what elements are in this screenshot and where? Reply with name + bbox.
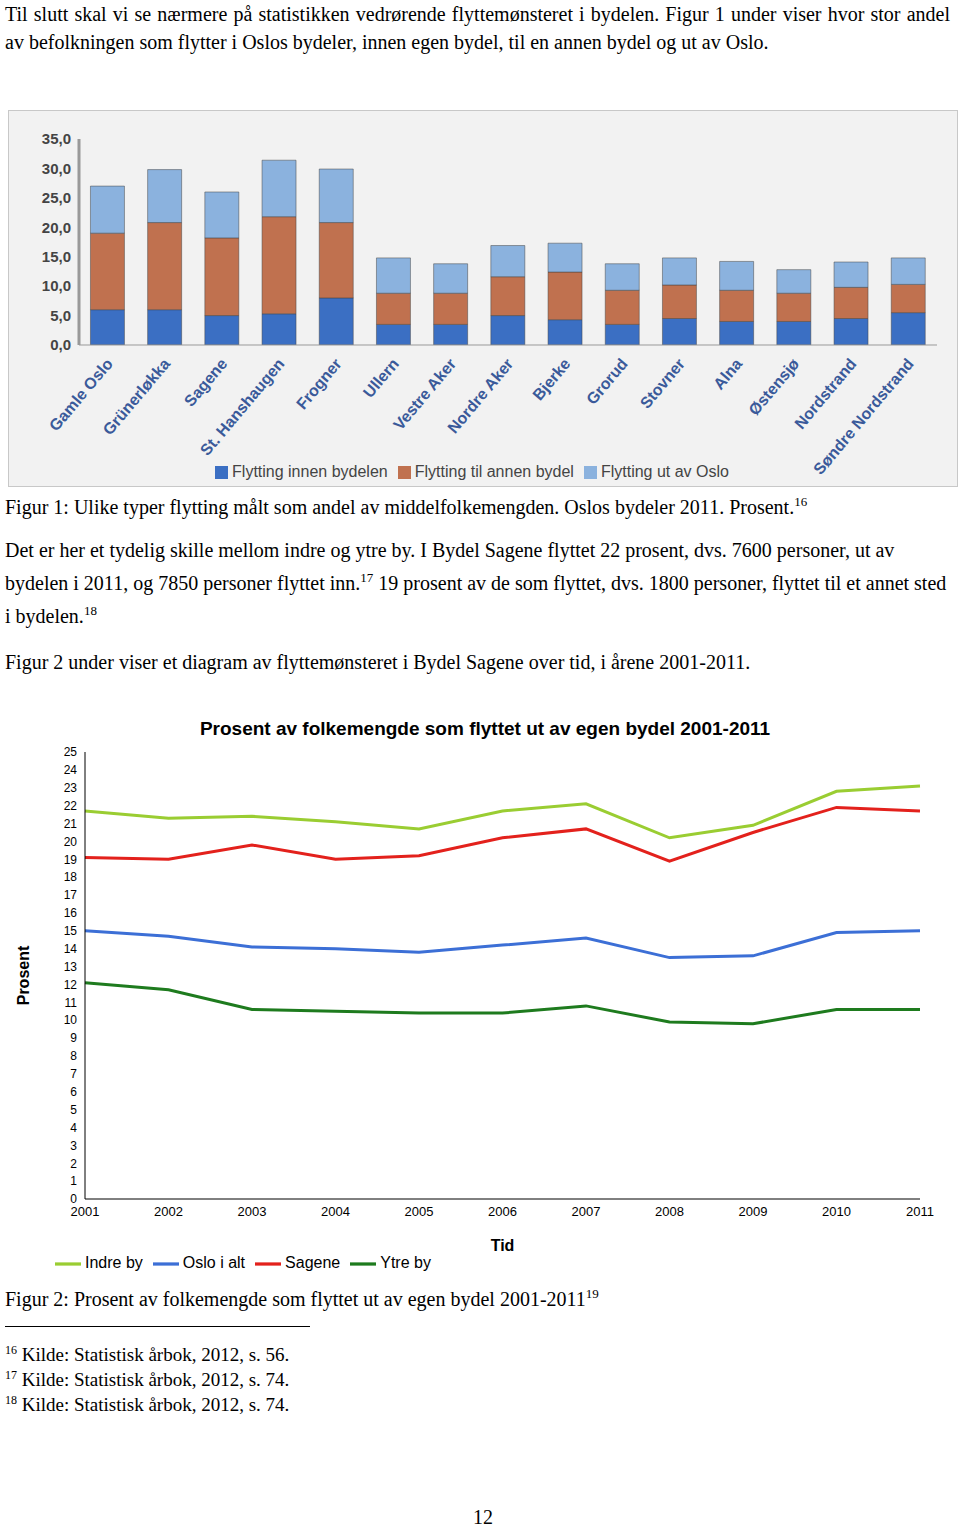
svg-text:16: 16	[64, 906, 78, 920]
svg-text:24: 24	[64, 763, 78, 777]
svg-text:Tid: Tid	[491, 1237, 515, 1254]
svg-text:2: 2	[70, 1157, 77, 1171]
svg-text:1: 1	[70, 1174, 77, 1188]
svg-text:0: 0	[70, 1192, 77, 1206]
svg-text:35,0: 35,0	[42, 130, 71, 147]
svg-text:Frogner: Frogner	[293, 355, 345, 412]
svg-text:10,0: 10,0	[42, 277, 71, 294]
svg-text:6: 6	[70, 1085, 77, 1099]
svg-text:12: 12	[64, 978, 78, 992]
svg-text:5,0: 5,0	[50, 307, 71, 324]
html-text:Det er her et tydelig skille m: Det er her et tydelig skille mellom indr…	[5, 539, 895, 594]
html-text:19 prosent av de som flyttet,: 19 prosent av de som flyttet, dvs. 1800 …	[5, 571, 947, 627]
svg-text:2005: 2005	[405, 1204, 434, 1219]
svg-text:Stovner: Stovner	[637, 355, 688, 412]
svg-text:3: 3	[70, 1139, 77, 1153]
svg-text:23: 23	[64, 781, 78, 795]
svg-text:8: 8	[70, 1049, 77, 1063]
svg-text:2010: 2010	[822, 1204, 851, 1219]
svg-text:Sagene: Sagene	[181, 355, 231, 410]
html-text:19: 19	[585, 1286, 599, 1301]
html-text:Flytting til annen bydel: Flytting til annen bydel	[414, 463, 574, 480]
svg-text:11: 11	[65, 996, 78, 1010]
svg-text:Ullern: Ullern	[360, 355, 402, 401]
svg-text:7: 7	[70, 1067, 77, 1081]
svg-text:Alna: Alna	[710, 355, 745, 393]
svg-text:19: 19	[64, 853, 78, 867]
svg-text:2009: 2009	[739, 1204, 768, 1219]
svg-text:25: 25	[64, 745, 78, 759]
svg-text:Bjerke: Bjerke	[529, 355, 574, 403]
svg-text:Grünerløkka: Grünerløkka	[100, 355, 174, 438]
svg-text:Gamle Oslo: Gamle Oslo	[45, 355, 116, 435]
svg-text:Nordre Aker: Nordre Aker	[444, 355, 516, 436]
svg-text:15,0: 15,0	[42, 248, 71, 265]
html-text:Flytting innen bydelen: Flytting innen bydelen	[232, 463, 388, 480]
svg-text:Prosent: Prosent	[15, 945, 32, 1005]
svg-text:Grorud: Grorud	[583, 355, 631, 407]
svg-text:Østensjø: Østensjø	[745, 355, 802, 419]
svg-text:22: 22	[64, 799, 78, 813]
svg-text:13: 13	[64, 960, 78, 974]
svg-text:St. Hanshaugen: St. Hanshaugen	[197, 355, 288, 459]
svg-text:Vestre Aker: Vestre Aker	[390, 355, 460, 434]
svg-text:2007: 2007	[572, 1204, 601, 1219]
html-text:Figur 1: Ulike typer flytting: Figur 1: Ulike typer flytting målt som a…	[5, 494, 808, 518]
svg-text:2008: 2008	[655, 1204, 684, 1219]
html-text:Prosent av folkemengde som fly: Prosent av folkemengde som flyttet ut av…	[199, 718, 771, 739]
svg-text:2006: 2006	[488, 1204, 517, 1219]
svg-text:14: 14	[64, 942, 78, 956]
html-text:Flytting ut av Oslo: Flytting ut av Oslo	[600, 463, 729, 480]
svg-text:0,0: 0,0	[50, 336, 71, 353]
html-text:Figur 2 under viser et diagram: Figur 2 under viser et diagram av flytte…	[5, 651, 751, 673]
html-text:Figur 2: Prosent av folkemengd: Figur 2: Prosent av folkemengde som flyt…	[5, 1287, 586, 1310]
html-text:Indre by: Indre by	[85, 1254, 143, 1272]
svg-text:2002: 2002	[154, 1204, 183, 1219]
svg-text:25,0: 25,0	[42, 189, 71, 206]
svg-text:4: 4	[70, 1121, 77, 1135]
html-text:17 Kilde: Statistisk årbok, 20: 17 Kilde: Statistisk årbok, 2012, s. 74.	[5, 1368, 290, 1391]
svg-text:30,0: 30,0	[42, 160, 71, 177]
svg-text:21: 21	[64, 817, 78, 831]
html-text:Ytre by: Ytre by	[380, 1254, 431, 1272]
svg-text:2004: 2004	[321, 1204, 350, 1219]
svg-text:2001: 2001	[71, 1204, 100, 1219]
svg-text:18: 18	[64, 870, 78, 884]
svg-text:9: 9	[70, 1031, 77, 1045]
svg-text:Søndre Nordstrand: Søndre Nordstrand	[810, 355, 917, 478]
svg-text:2003: 2003	[238, 1204, 267, 1219]
html-text:12: 12	[473, 1506, 493, 1528]
svg-text:10: 10	[64, 1013, 78, 1027]
html-text:Oslo i alt: Oslo i alt	[182, 1254, 246, 1272]
html-text:16 Kilde: Statistisk årbok, 20: 16 Kilde: Statistisk årbok, 2012, s. 56.	[5, 1343, 290, 1366]
svg-text:15: 15	[64, 924, 78, 938]
svg-text:17: 17	[64, 888, 78, 902]
html-text:Sagene: Sagene	[285, 1254, 341, 1272]
svg-text:2011: 2011	[906, 1204, 934, 1219]
svg-text:5: 5	[70, 1103, 77, 1117]
svg-text:20,0: 20,0	[42, 219, 71, 236]
svg-text:20: 20	[64, 835, 78, 849]
html-text:18 Kilde: Statistisk årbok, 20: 18 Kilde: Statistisk årbok, 2012, s. 74.	[5, 1393, 290, 1416]
html-text:Til slutt skal vi se nærmere p: Til slutt skal vi se nærmere på statisti…	[5, 3, 950, 53]
